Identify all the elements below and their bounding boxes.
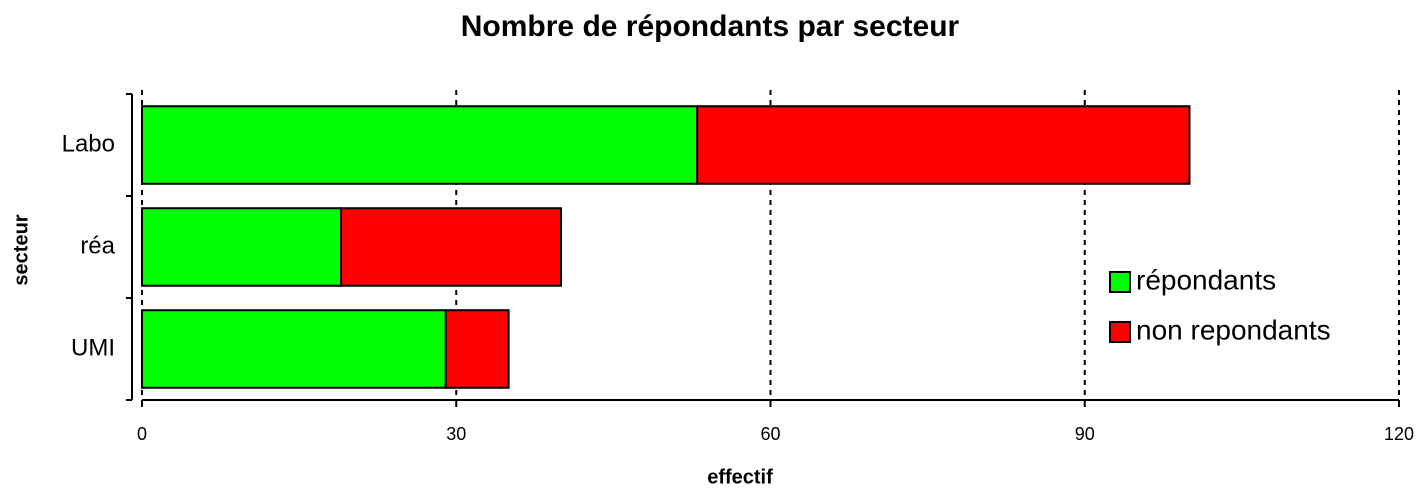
legend-swatch	[1109, 271, 1131, 293]
legend-label: répondants	[1136, 264, 1276, 295]
bar	[141, 207, 343, 287]
y-tick-label: UMI	[71, 334, 115, 361]
y-axis-label: secteur	[10, 214, 32, 285]
x-tick-label: 120	[1384, 424, 1414, 444]
bar	[696, 105, 1191, 185]
x-tick-label: 30	[446, 424, 466, 444]
bar	[340, 207, 562, 287]
x-tick-label: 90	[1075, 424, 1095, 444]
y-tick-label: Labo	[62, 130, 115, 157]
bar	[444, 309, 510, 389]
x-tick-label: 0	[137, 424, 147, 444]
bar	[141, 309, 447, 389]
legend-swatch	[1109, 321, 1131, 343]
chart-title: Nombre de répondants par secteur	[461, 10, 960, 43]
x-tick-label: 60	[760, 424, 780, 444]
x-axis-label: effectif	[707, 466, 773, 488]
bar	[141, 105, 699, 185]
legend-label: non repondants	[1136, 314, 1331, 345]
y-tick-label: réa	[80, 232, 115, 259]
